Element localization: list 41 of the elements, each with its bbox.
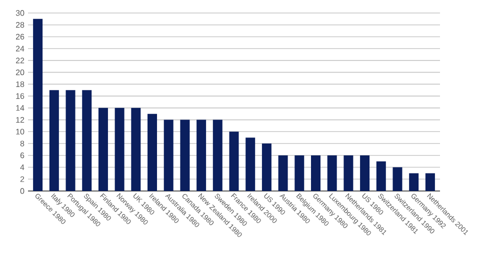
bar	[310, 155, 320, 191]
bar	[196, 120, 206, 191]
y-tick-label: 24	[16, 46, 24, 52]
y-tick-label: 22	[16, 58, 24, 64]
bar	[294, 155, 304, 191]
bar	[131, 108, 141, 191]
y-tick-label: 2	[20, 176, 24, 182]
bar	[164, 120, 174, 191]
bar	[360, 155, 370, 191]
bar	[344, 155, 354, 191]
bar	[212, 120, 222, 191]
bar	[33, 18, 43, 191]
bar	[392, 167, 402, 191]
y-tick-label: 8	[20, 140, 24, 146]
bar	[49, 90, 59, 191]
y-tick-label: 26	[16, 34, 24, 40]
y-tick-label: 10	[16, 128, 24, 134]
bar	[409, 173, 419, 191]
y-tick-label: 28	[16, 22, 24, 28]
y-tick-label: 18	[16, 81, 24, 88]
y-tick-label: 6	[20, 152, 24, 158]
y-tick-label: 12	[16, 117, 24, 123]
y-tick-label: 0	[20, 188, 24, 194]
y-tick-label: 30	[16, 10, 24, 16]
bar	[327, 155, 337, 191]
bar	[180, 120, 190, 191]
bar	[82, 90, 92, 191]
bar	[98, 108, 108, 191]
bar	[114, 108, 124, 191]
bar	[376, 161, 386, 191]
bar	[148, 114, 158, 191]
bar	[262, 144, 272, 191]
y-tick-label: 4	[20, 164, 24, 170]
bar	[246, 138, 256, 191]
bar	[425, 173, 435, 191]
bar	[229, 132, 239, 191]
bar	[66, 90, 76, 191]
bar	[278, 155, 288, 191]
y-tick-label: 14	[16, 105, 24, 111]
y-tick-label: 16	[16, 93, 24, 99]
y-tick-label: 20	[16, 70, 24, 76]
